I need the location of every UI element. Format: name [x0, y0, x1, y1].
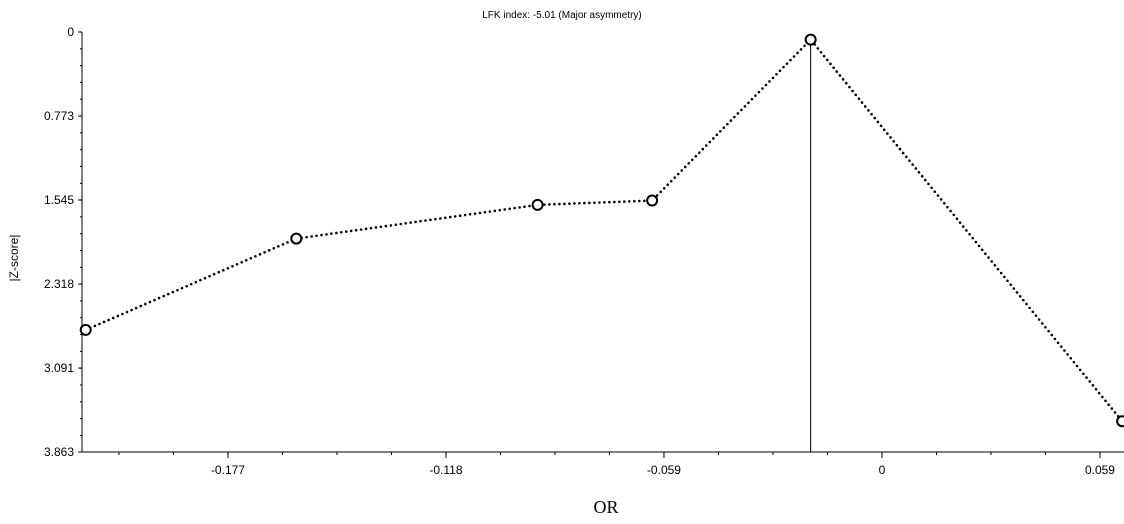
x-axis-label: OR	[593, 497, 618, 517]
x-tick-label: 0	[879, 463, 886, 477]
data-point	[290, 232, 303, 245]
markers	[79, 33, 1124, 428]
chart-title: LFK index: -5.01 (Major asymmetry)	[482, 10, 642, 21]
data-point	[804, 33, 817, 46]
ticks: 0 0.773 1.545 2.318 3.091 3.863 -0.177 -0.118 -0…	[44, 25, 1115, 477]
series-line	[84, 37, 1124, 423]
y-tick-label: 3.091	[44, 361, 74, 375]
data-point	[79, 323, 92, 336]
axes	[81, 32, 1124, 453]
y-tick-label: 2.318	[44, 277, 74, 291]
x-tick-label: -0.177	[211, 463, 245, 477]
x-tick-label: -0.059	[647, 463, 681, 477]
series-line-group	[84, 37, 1124, 423]
data-point	[646, 194, 659, 207]
y-tick-label: 0.773	[44, 109, 74, 123]
x-tick-label: 0.059	[1085, 463, 1115, 477]
x-tick-label: -0.118	[429, 463, 462, 477]
y-tick-label: 3.863	[44, 445, 74, 459]
data-point	[531, 198, 544, 211]
y-axis-label: |Z-score|	[7, 235, 21, 282]
y-tick-label: 0	[67, 25, 74, 39]
data-point	[1116, 415, 1124, 428]
y-tick-label: 1.545	[44, 193, 74, 207]
